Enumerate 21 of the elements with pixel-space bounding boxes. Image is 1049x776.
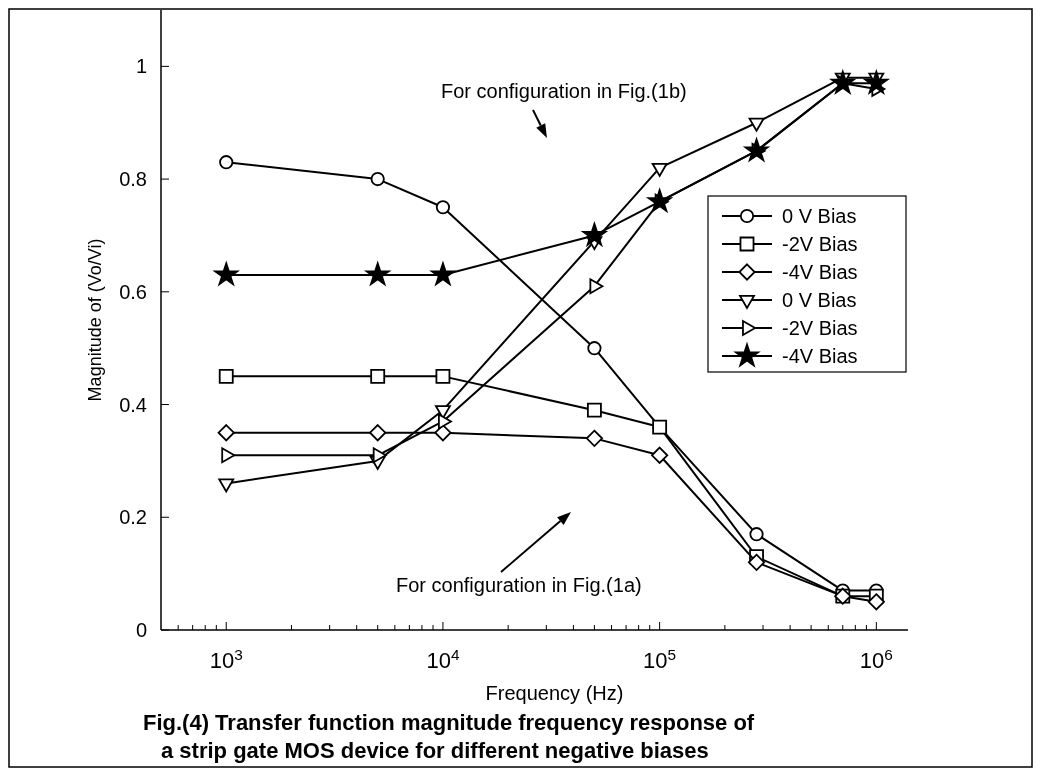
annotation: For configuration in Fig.(1b) (441, 80, 687, 102)
legend-label: -2V Bias (782, 233, 858, 255)
x-tick-label: 10$^{3}$ (209, 645, 243, 673)
y-tick-label: 0.4 (119, 393, 147, 416)
y-axis-title: Magnitude of (Vo/Vi) (85, 238, 105, 402)
legend-label: 0 V Bias (782, 289, 857, 311)
x-tick-label: 10$^{6}$ (859, 645, 893, 673)
y-tick-label: 0.8 (119, 168, 147, 191)
x-tick-label: 10$^{4}$ (426, 645, 460, 673)
y-tick-label: 0 (135, 619, 147, 641)
legend-label: -4V Bias (782, 345, 858, 367)
annotation: For configuration in Fig.(1a) (396, 574, 642, 596)
y-tick-label: 1 (135, 55, 147, 78)
x-tick-label: 10$^{5}$ (643, 645, 677, 673)
text: Fig.(4) Transfer function magnitude frequency response of a strip gate MOS device for different negative biases (143, 710, 755, 763)
legend-label: -2V Bias (782, 317, 858, 339)
x-axis-title: Frequency (Hz) (485, 682, 624, 704)
legend-label: 0 V Bias (782, 205, 857, 227)
y-tick-label: 0.2 (119, 506, 147, 529)
y-tick-label: 0.6 (119, 280, 147, 303)
legend-label: -4V Bias (782, 261, 858, 283)
